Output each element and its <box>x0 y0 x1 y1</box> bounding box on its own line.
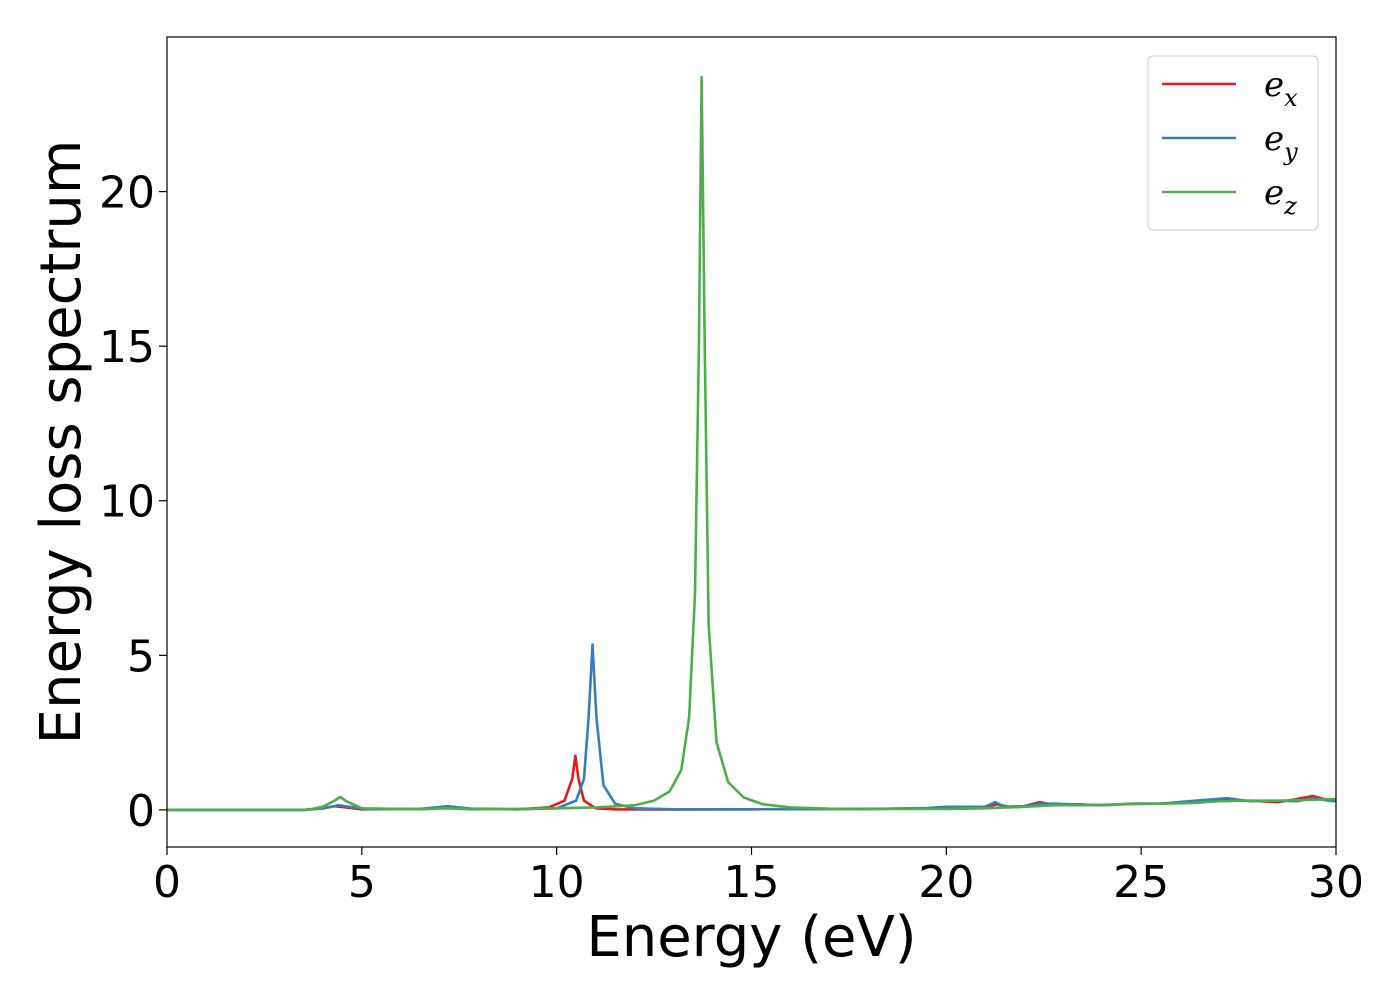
series-layer <box>167 75 1336 812</box>
legend-box <box>1147 55 1319 231</box>
legend-label-z: ez <box>1264 173 1297 220</box>
legend-label-subscript: z <box>1283 192 1297 220</box>
legend-label-base: e <box>1264 119 1284 159</box>
x-axis-title: Energy (eV) <box>586 905 916 970</box>
x-tick-label: 30 <box>1308 857 1364 908</box>
series-line-z <box>167 75 1336 812</box>
x-tick-label: 0 <box>153 857 181 908</box>
legend-label-x: ex <box>1264 65 1298 112</box>
x-tick-label: 15 <box>724 857 780 908</box>
x-axis-ticks: 0 5 10 15 20 25 30 <box>153 847 1364 908</box>
y-axis-title: Energy loss spectrum <box>29 140 94 745</box>
legend-label-base: e <box>1264 65 1284 105</box>
y-tick-label: 20 <box>99 168 155 219</box>
x-tick-label: 10 <box>529 857 585 908</box>
x-tick-label: 25 <box>1113 857 1169 908</box>
y-tick-label: 5 <box>127 631 155 682</box>
y-tick-label: 15 <box>99 322 155 373</box>
legend-label-y: ey <box>1264 119 1298 166</box>
series-line-x <box>167 754 1336 812</box>
legend-label-base: e <box>1264 173 1284 213</box>
y-axis-ticks: 0 5 10 15 20 <box>99 168 167 837</box>
y-tick-label: 0 <box>127 786 155 837</box>
legend-label-subscript: y <box>1283 138 1298 166</box>
x-tick-label: 5 <box>348 857 376 908</box>
legend-label-subscript: x <box>1284 84 1298 112</box>
y-tick-label: 10 <box>99 477 155 528</box>
x-tick-label: 20 <box>918 857 974 908</box>
series-line-y <box>167 643 1336 812</box>
